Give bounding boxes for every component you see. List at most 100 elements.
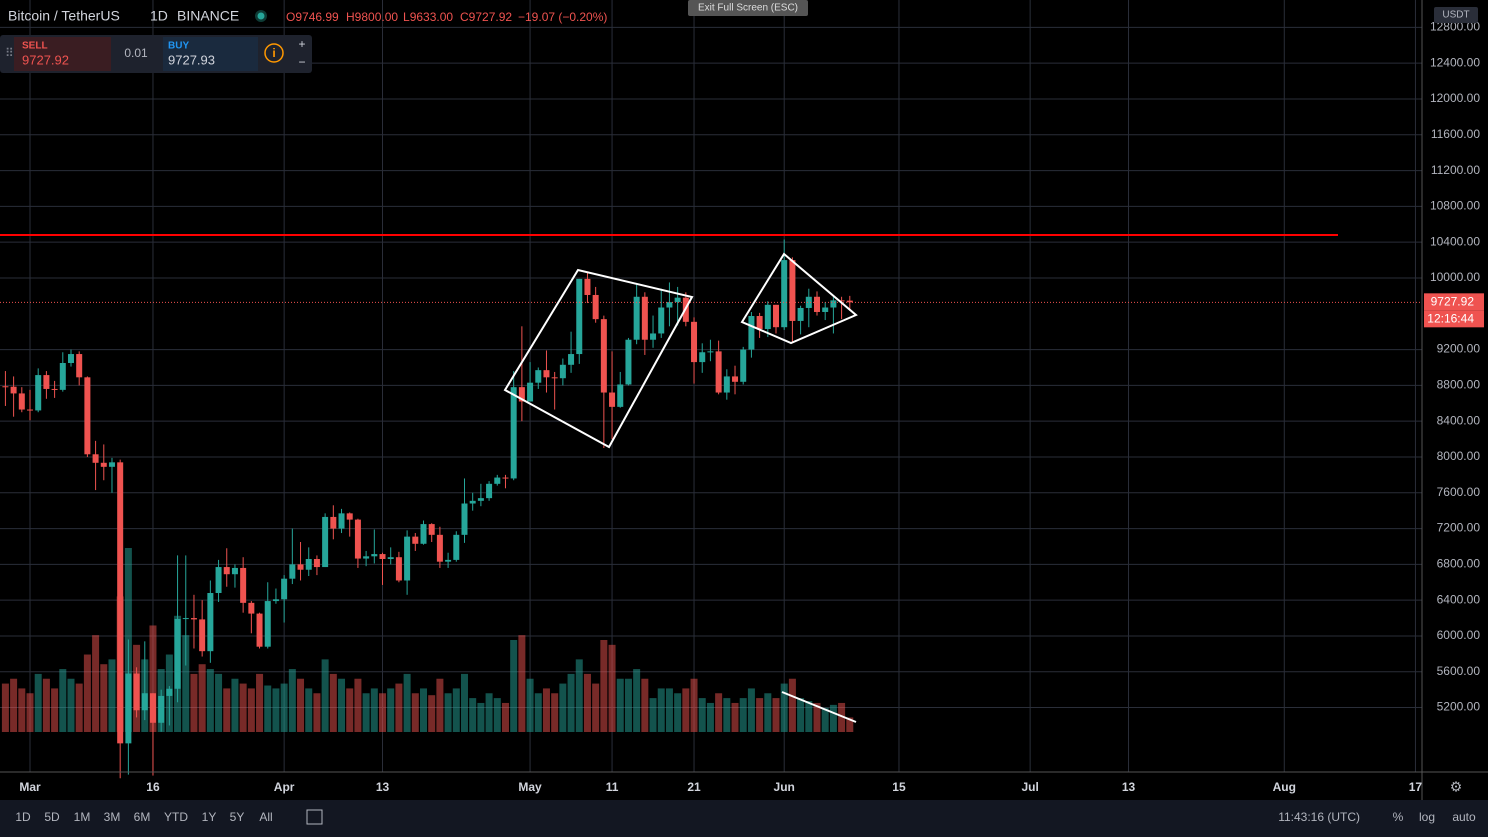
volume-bar xyxy=(838,702,846,732)
candle-body xyxy=(428,524,435,535)
candle-body xyxy=(256,613,263,647)
countdown-tag xyxy=(1424,310,1484,328)
quantity[interactable]: 0.01 xyxy=(124,46,148,60)
candle-body xyxy=(600,319,607,393)
range-button[interactable]: 1Y xyxy=(202,810,217,824)
x-tick-label: 11 xyxy=(606,780,619,794)
volume-bar xyxy=(575,659,583,732)
volume-bar xyxy=(510,640,518,732)
volume-bar xyxy=(190,673,198,732)
x-tick-label: May xyxy=(518,780,542,794)
candle-body xyxy=(797,307,804,321)
candle-body xyxy=(404,536,411,581)
candle-body xyxy=(108,462,115,467)
candle-body xyxy=(658,307,665,334)
sell-price[interactable]: 9727.92 xyxy=(22,52,69,67)
volume-bar xyxy=(624,678,632,732)
range-button[interactable]: 1M xyxy=(74,810,91,824)
y-tick-label: 8000.00 xyxy=(1437,449,1481,463)
range-button[interactable]: 3M xyxy=(104,810,121,824)
volume-bar xyxy=(592,683,600,732)
exchange: BINANCE xyxy=(177,8,239,24)
volume-bar xyxy=(805,701,813,732)
candle-body xyxy=(35,375,42,411)
percent-toggle[interactable]: % xyxy=(1393,810,1404,824)
candle-body xyxy=(846,300,853,303)
volume-bar xyxy=(477,702,485,732)
log-toggle[interactable]: log xyxy=(1419,810,1435,824)
range-button[interactable]: All xyxy=(259,810,272,824)
price-axis xyxy=(1422,0,1488,800)
y-tick-label: 12000.00 xyxy=(1430,91,1480,105)
candle-body xyxy=(289,564,296,579)
range-button[interactable]: YTD xyxy=(164,810,188,824)
candle-body xyxy=(576,278,583,355)
volume-bar xyxy=(698,698,706,732)
candle-body xyxy=(207,593,214,652)
drag-handle[interactable]: ⠿ xyxy=(5,46,14,60)
minus-button[interactable]: − xyxy=(298,55,305,69)
range-button[interactable]: 6M xyxy=(134,810,151,824)
volume-bar xyxy=(821,707,829,732)
range-button[interactable]: 1D xyxy=(15,810,31,824)
volume-bar xyxy=(526,678,534,732)
candle-body xyxy=(43,375,50,389)
candle-body xyxy=(518,387,525,402)
info-glyph[interactable]: i xyxy=(272,46,275,60)
buy-button[interactable] xyxy=(163,37,258,71)
volume-bar xyxy=(460,673,468,732)
drawing-triangle xyxy=(740,252,858,345)
y-tick-label: 8800.00 xyxy=(1437,378,1481,392)
volume-bar xyxy=(198,664,206,732)
buy-label[interactable]: BUY xyxy=(168,41,189,52)
sell-label[interactable]: SELL xyxy=(22,41,48,52)
y-tick-label: 6400.00 xyxy=(1437,592,1481,606)
drawing-rectangle xyxy=(503,268,694,449)
buy-price[interactable]: 9727.93 xyxy=(168,52,215,67)
date-range-icon[interactable] xyxy=(306,809,323,825)
ohlc-value: 9800.00 xyxy=(355,10,399,24)
volume-bar xyxy=(846,717,854,732)
volume-bar xyxy=(797,698,805,732)
y-tick-label: 10000.00 xyxy=(1430,270,1480,284)
plus-button[interactable]: + xyxy=(298,37,305,51)
candle-body xyxy=(641,296,648,340)
candle-body xyxy=(568,354,575,365)
candle-body xyxy=(190,618,197,620)
candle-body xyxy=(313,558,320,568)
settings-icon[interactable]: ⚙ xyxy=(1450,779,1463,795)
fullscreen-button[interactable] xyxy=(688,0,808,16)
range-button[interactable]: 5D xyxy=(44,810,60,824)
range-button[interactable]: 5Y xyxy=(230,810,245,824)
ohlc-label: C xyxy=(460,10,469,24)
volume-bar xyxy=(264,685,272,732)
sell-button[interactable] xyxy=(14,37,111,71)
volume-bar xyxy=(682,688,690,732)
volume-bar xyxy=(551,693,559,732)
volume-bar xyxy=(715,693,723,732)
y-tick-label: 7200.00 xyxy=(1437,521,1481,535)
candle-body xyxy=(223,567,230,575)
x-tick-label: 21 xyxy=(687,780,701,794)
candle-body xyxy=(379,554,386,559)
y-tick-label: 10800.00 xyxy=(1430,199,1480,213)
volume-bar xyxy=(706,702,714,732)
candle-body xyxy=(117,462,124,744)
candle-body xyxy=(551,377,558,379)
range-buttons: 1D 5D 1M 3M 6M YTD 1Y 5Y All xyxy=(15,810,272,824)
candle-body xyxy=(166,688,173,696)
volume-bar xyxy=(764,693,772,732)
volume-bar xyxy=(305,688,313,732)
candle-body xyxy=(182,618,189,620)
candle-body xyxy=(322,516,329,568)
candle-body xyxy=(76,354,83,378)
candle-body xyxy=(371,554,378,557)
volume-bar xyxy=(616,678,624,732)
candle-body xyxy=(100,462,107,467)
info-icon[interactable] xyxy=(264,43,284,63)
auto-toggle[interactable]: auto xyxy=(1452,810,1476,824)
fullscreen-label[interactable]: Exit Full Screen (ESC) xyxy=(698,3,798,14)
candle-body xyxy=(387,557,394,559)
volume-bar xyxy=(354,678,362,732)
